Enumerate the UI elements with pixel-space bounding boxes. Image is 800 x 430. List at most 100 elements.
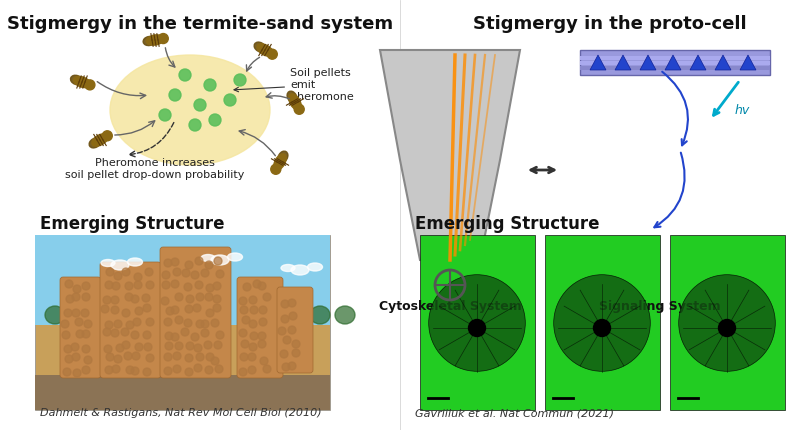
Circle shape [194, 355, 202, 363]
Circle shape [131, 318, 139, 326]
Circle shape [224, 94, 236, 106]
Circle shape [72, 284, 80, 292]
Circle shape [253, 365, 261, 373]
Circle shape [132, 309, 140, 317]
Circle shape [205, 342, 213, 350]
Circle shape [146, 357, 154, 365]
FancyBboxPatch shape [35, 235, 330, 325]
Text: Dahmelt & Rastigans, Nat Rev Mol Cell Biol (2010): Dahmelt & Rastigans, Nat Rev Mol Cell Bi… [40, 408, 322, 418]
Circle shape [192, 294, 200, 302]
Ellipse shape [211, 255, 229, 265]
FancyBboxPatch shape [670, 235, 785, 410]
Ellipse shape [146, 35, 164, 45]
Ellipse shape [274, 154, 286, 170]
Circle shape [212, 282, 220, 290]
Circle shape [122, 294, 130, 302]
Circle shape [125, 319, 133, 327]
Polygon shape [590, 55, 606, 70]
FancyBboxPatch shape [35, 235, 330, 410]
Text: Cytoskeletal System: Cytoskeletal System [378, 300, 522, 313]
Ellipse shape [92, 134, 108, 146]
Circle shape [102, 131, 112, 141]
Circle shape [113, 364, 121, 372]
Circle shape [83, 285, 91, 293]
Circle shape [61, 341, 69, 349]
Text: Stigmergy in the proto-cell: Stigmergy in the proto-cell [473, 15, 747, 33]
Circle shape [112, 296, 120, 304]
Circle shape [678, 275, 775, 371]
Polygon shape [690, 55, 706, 70]
Circle shape [124, 357, 132, 365]
FancyBboxPatch shape [60, 277, 101, 378]
Circle shape [158, 34, 168, 43]
Ellipse shape [287, 91, 297, 102]
Circle shape [189, 119, 201, 131]
Text: hv: hv [735, 104, 750, 117]
Ellipse shape [74, 77, 90, 88]
Circle shape [293, 300, 301, 308]
Circle shape [141, 268, 149, 276]
Circle shape [213, 261, 221, 269]
Circle shape [214, 269, 222, 277]
Circle shape [182, 343, 190, 351]
Circle shape [174, 293, 182, 301]
Circle shape [76, 331, 84, 339]
Circle shape [282, 315, 290, 323]
Text: Stigmergy in the termite-sand system: Stigmergy in the termite-sand system [7, 15, 393, 33]
Circle shape [204, 261, 212, 269]
Text: Emerging Structure: Emerging Structure [415, 215, 599, 233]
Circle shape [182, 320, 190, 328]
Circle shape [243, 328, 251, 336]
Circle shape [262, 308, 270, 316]
Circle shape [62, 281, 70, 289]
Circle shape [162, 368, 170, 376]
FancyBboxPatch shape [580, 66, 770, 70]
Circle shape [161, 329, 169, 337]
Text: Gavriiluk et al. Nat Commun (2021): Gavriiluk et al. Nat Commun (2021) [415, 408, 614, 418]
Circle shape [141, 333, 149, 341]
Circle shape [125, 344, 133, 352]
Circle shape [213, 292, 221, 300]
Text: Signaling System: Signaling System [599, 300, 721, 313]
Polygon shape [380, 50, 520, 260]
Circle shape [141, 282, 149, 290]
Circle shape [124, 367, 132, 375]
Circle shape [66, 307, 74, 315]
Circle shape [249, 309, 257, 317]
Circle shape [185, 309, 193, 317]
Circle shape [82, 355, 90, 363]
Ellipse shape [201, 255, 215, 261]
Circle shape [261, 357, 269, 365]
Circle shape [132, 281, 140, 289]
Circle shape [162, 320, 170, 328]
Circle shape [134, 369, 142, 377]
Ellipse shape [289, 94, 302, 110]
Circle shape [115, 329, 123, 337]
Circle shape [102, 317, 110, 325]
Circle shape [172, 271, 180, 279]
Circle shape [193, 257, 201, 265]
Circle shape [290, 363, 298, 371]
Circle shape [292, 335, 300, 343]
Ellipse shape [101, 259, 115, 267]
Circle shape [184, 256, 192, 264]
Circle shape [205, 270, 213, 278]
Polygon shape [665, 55, 681, 70]
Circle shape [63, 369, 71, 377]
Circle shape [175, 330, 183, 338]
Circle shape [279, 303, 287, 311]
Circle shape [122, 309, 130, 317]
Circle shape [166, 304, 174, 312]
Circle shape [468, 319, 486, 337]
Ellipse shape [291, 265, 309, 275]
Polygon shape [740, 55, 756, 70]
Text: Soil pellets
emit
pheromone: Soil pellets emit pheromone [234, 68, 354, 101]
Circle shape [163, 268, 171, 276]
Circle shape [192, 333, 200, 341]
FancyBboxPatch shape [277, 287, 313, 373]
Circle shape [105, 307, 113, 315]
Circle shape [111, 305, 119, 313]
Circle shape [83, 305, 91, 313]
Circle shape [82, 320, 90, 328]
Circle shape [165, 352, 173, 360]
